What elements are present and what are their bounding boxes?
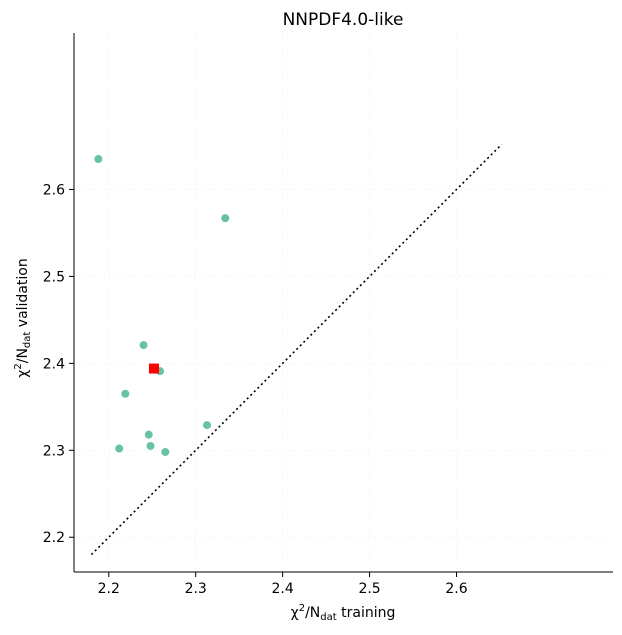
data-point: [144, 430, 153, 439]
y-tick-label: 2.4: [43, 356, 65, 372]
y-tick-label: 2.2: [43, 530, 65, 546]
y-axis-label: χ2/Ndat validation: [13, 258, 33, 377]
data-point: [139, 341, 148, 350]
data-point: [146, 441, 155, 450]
data-point: [161, 448, 170, 457]
chart-title: NNPDF4.0-like: [283, 10, 404, 30]
axis-ticks: 2.2 2.3 2.4 2.5 2.6 2.2 2.3 2.4 2.5 2.6: [43, 182, 468, 597]
x-tick-label: 2.5: [358, 581, 380, 597]
data-points: [94, 155, 230, 457]
data-point: [94, 155, 103, 164]
x-tick-label: 2.6: [445, 581, 467, 597]
x-tick-label: 2.2: [98, 581, 120, 597]
diagonal-reference-line: [90, 143, 503, 556]
x-tick-label: 2.4: [272, 581, 294, 597]
data-point: [115, 444, 124, 453]
x-tick-label: 2.3: [185, 581, 207, 597]
y-tick-label: 2.5: [43, 269, 65, 285]
red-square-point: [148, 363, 159, 374]
y-tick-label: 2.3: [43, 443, 65, 459]
data-point: [221, 214, 230, 223]
data-point: [203, 421, 212, 430]
x-axis-label: χ2/Ndat training: [291, 603, 396, 623]
data-point: [121, 389, 130, 398]
y-tick-label: 2.6: [43, 182, 65, 198]
